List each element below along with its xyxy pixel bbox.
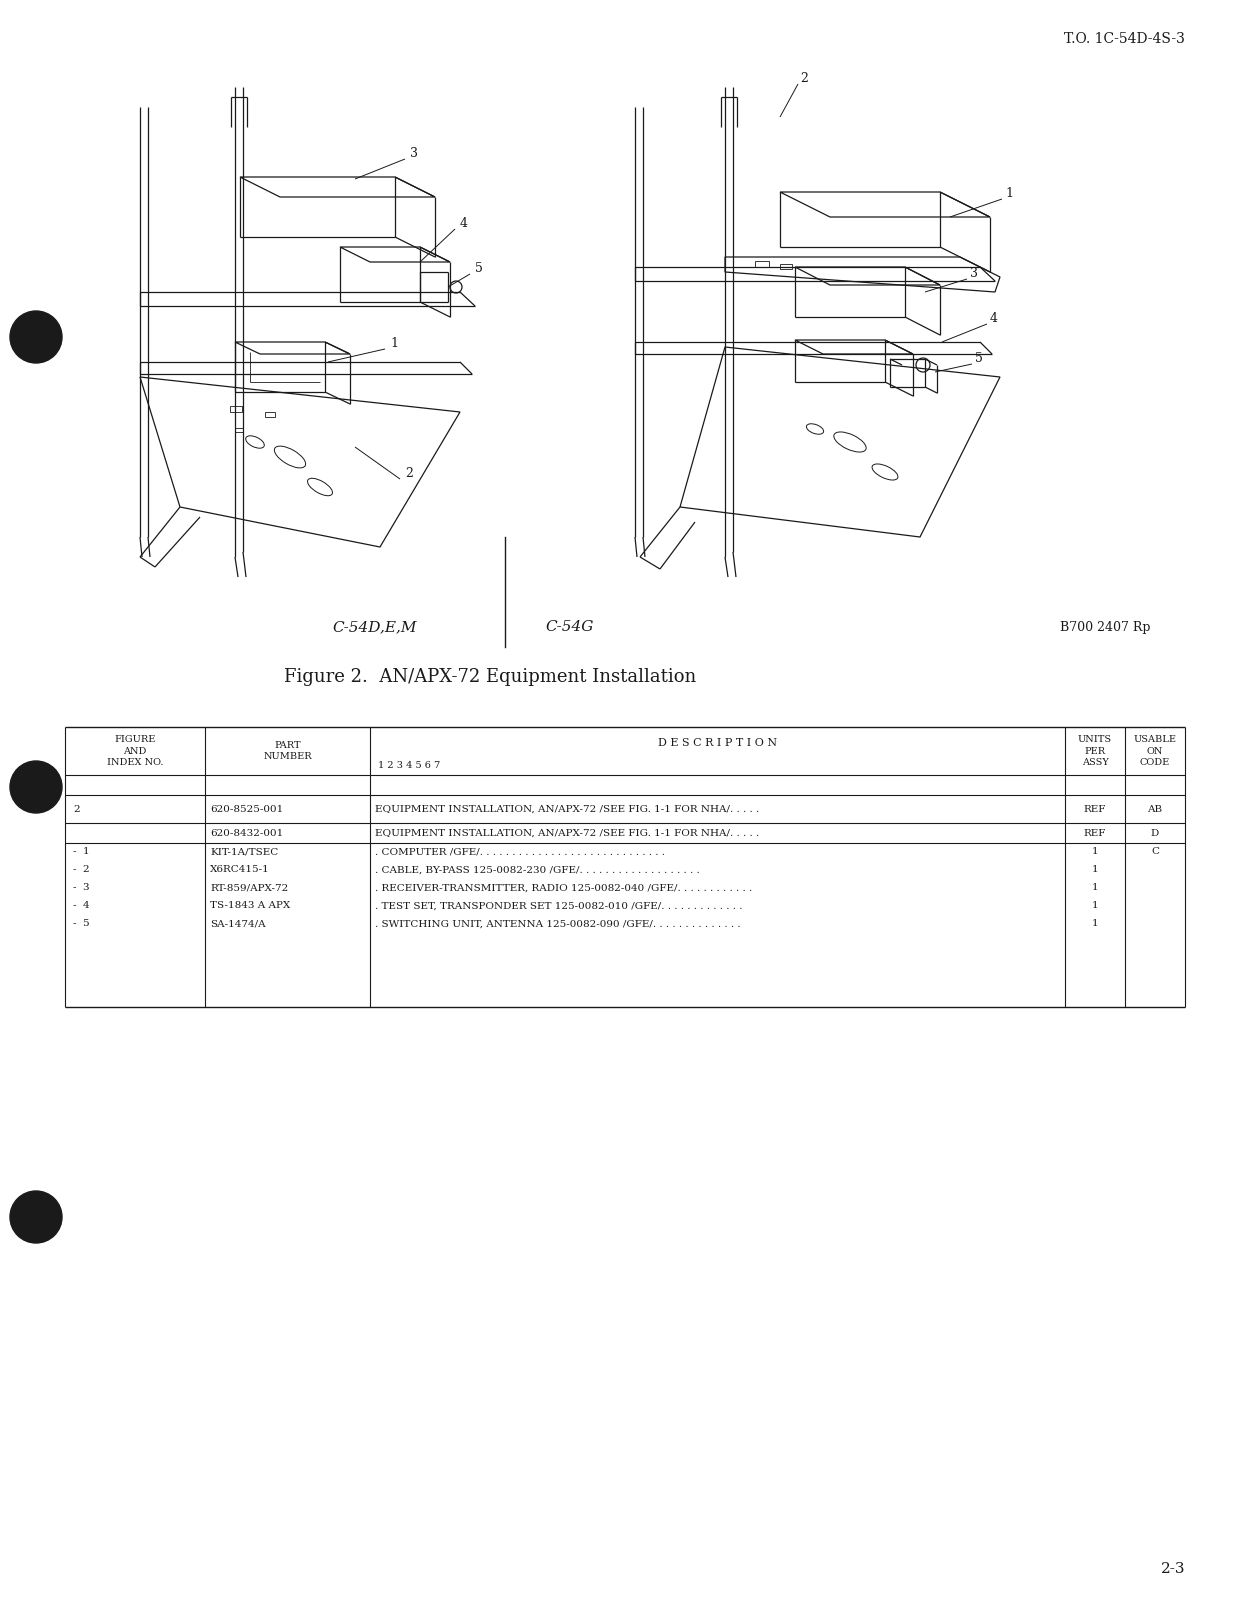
Bar [780, 264, 792, 268]
Text: -  4: - 4 [73, 902, 89, 911]
Text: D: D [1151, 829, 1159, 837]
Text: REF: REF [1084, 805, 1107, 813]
Text: AB: AB [1148, 805, 1163, 813]
Text: 620-8432-001: 620-8432-001 [210, 829, 283, 837]
Text: 2: 2 [405, 468, 412, 480]
Text: . COMPUTER /GFE/. . . . . . . . . . . . . . . . . . . . . . . . . . . . .: . COMPUTER /GFE/. . . . . . . . . . . . … [375, 847, 664, 857]
Text: 3: 3 [970, 267, 977, 280]
Text: . RECEIVER-TRANSMITTER, RADIO 125-0082-040 /GFE/. . . . . . . . . . . .: . RECEIVER-TRANSMITTER, RADIO 125-0082-0… [375, 884, 753, 892]
Text: 1: 1 [1092, 884, 1098, 892]
Text: 1: 1 [1092, 847, 1098, 857]
Text: 2: 2 [800, 72, 807, 85]
Text: RT-859/APX-72: RT-859/APX-72 [210, 884, 288, 892]
Text: C: C [1151, 847, 1159, 857]
Text: 5: 5 [474, 262, 483, 275]
Text: 1 2 3 4 5 6 7: 1 2 3 4 5 6 7 [378, 760, 440, 770]
Text: EQUIPMENT INSTALLATION, AN/APX-72 /SEE FIG. 1-1 FOR NHA/. . . . .: EQUIPMENT INSTALLATION, AN/APX-72 /SEE F… [375, 829, 759, 837]
Text: UNITS
PER
ASSY: UNITS PER ASSY [1078, 736, 1112, 767]
Text: B700 2407 Rp: B700 2407 Rp [1059, 620, 1150, 633]
Text: 1: 1 [1005, 186, 1013, 199]
Text: -  2: - 2 [73, 866, 89, 874]
Text: 1: 1 [1092, 866, 1098, 874]
Text: . SWITCHING UNIT, ANTENNA 125-0082-090 /GFE/. . . . . . . . . . . . . .: . SWITCHING UNIT, ANTENNA 125-0082-090 /… [375, 919, 740, 929]
Circle shape [10, 312, 62, 363]
Text: PART
NUMBER: PART NUMBER [263, 741, 312, 762]
Text: EQUIPMENT INSTALLATION, AN/APX-72 /SEE FIG. 1-1 FOR NHA/. . . . .: EQUIPMENT INSTALLATION, AN/APX-72 /SEE F… [375, 805, 759, 813]
Text: 620-8525-001: 620-8525-001 [210, 805, 283, 813]
Text: Figure 2.  AN/APX-72 Equipment Installation: Figure 2. AN/APX-72 Equipment Installati… [284, 669, 696, 686]
Text: REF: REF [1084, 829, 1107, 837]
Text: 1: 1 [1092, 919, 1098, 929]
Text: TS-1843 A APX: TS-1843 A APX [210, 902, 291, 911]
Text: . CABLE, BY-PASS 125-0082-230 /GFE/. . . . . . . . . . . . . . . . . . .: . CABLE, BY-PASS 125-0082-230 /GFE/. . .… [375, 866, 699, 874]
Circle shape [10, 762, 62, 813]
Text: -  1: - 1 [73, 847, 89, 857]
Text: C-54G: C-54G [545, 620, 594, 635]
Text: USABLE
ON
CODE: USABLE ON CODE [1134, 736, 1176, 767]
Bar [755, 260, 769, 267]
Text: X6RC415-1: X6RC415-1 [210, 866, 270, 874]
Text: 1: 1 [390, 337, 397, 350]
Text: 4: 4 [460, 217, 468, 230]
Text: 2: 2 [73, 805, 79, 813]
Text: SA-1474/A: SA-1474/A [210, 919, 266, 929]
Circle shape [10, 1191, 62, 1242]
Bar [235, 427, 243, 432]
Bar [265, 411, 274, 416]
Text: D E S C R I P T I O N: D E S C R I P T I O N [658, 738, 777, 747]
Text: T.O. 1C-54D-4S-3: T.O. 1C-54D-4S-3 [1064, 32, 1185, 47]
Text: 2-3: 2-3 [1160, 1562, 1185, 1576]
Text: -  5: - 5 [73, 919, 89, 929]
Text: 1: 1 [1092, 902, 1098, 911]
Text: . TEST SET, TRANSPONDER SET 125-0082-010 /GFE/. . . . . . . . . . . . .: . TEST SET, TRANSPONDER SET 125-0082-010… [375, 902, 743, 911]
Text: 5: 5 [975, 352, 982, 365]
Text: 4: 4 [990, 312, 999, 325]
Bar [230, 407, 242, 411]
Text: 3: 3 [410, 146, 419, 161]
Text: C-54D,E,M: C-54D,E,M [333, 620, 417, 635]
Text: KIT-1A/TSEC: KIT-1A/TSEC [210, 847, 278, 857]
Text: FIGURE
AND
INDEX NO.: FIGURE AND INDEX NO. [107, 736, 163, 767]
Text: -  3: - 3 [73, 884, 89, 892]
